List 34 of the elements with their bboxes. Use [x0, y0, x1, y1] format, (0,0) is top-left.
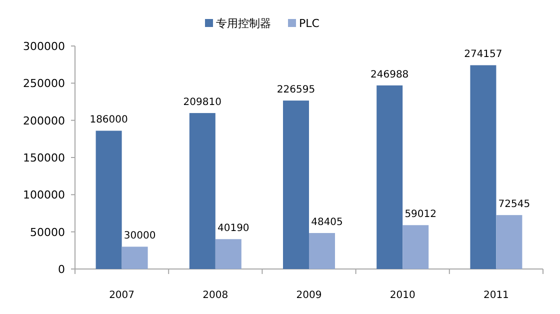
bar [470, 65, 496, 269]
bar [402, 225, 429, 269]
data-label: 274157 [464, 49, 502, 60]
data-label: 246988 [370, 69, 409, 80]
data-label: 30000 [124, 230, 156, 242]
x-tick-label: 2011 [483, 290, 509, 301]
y-tick-label: 200000 [23, 114, 65, 128]
bar [189, 113, 216, 269]
x-tick-label: 2010 [390, 290, 416, 301]
data-label: 186000 [90, 114, 128, 126]
bar [496, 215, 522, 269]
y-tick-label: 300000 [23, 40, 65, 53]
y-tick-label: 50000 [30, 226, 65, 239]
y-tick-label: 250000 [23, 77, 65, 90]
data-label: 72545 [498, 199, 530, 210]
bar [283, 100, 309, 269]
data-label: 48405 [311, 217, 343, 228]
bar [96, 130, 122, 269]
legend-label: 专用控制器 [216, 17, 271, 30]
y-tick-label: 100000 [23, 188, 65, 202]
bar [215, 239, 242, 269]
x-tick-label: 2008 [202, 290, 228, 301]
y-tick-label: 0 [58, 263, 65, 276]
y-tick-label: 150000 [23, 152, 65, 164]
x-tick-label: 2009 [296, 290, 322, 301]
data-label: 226595 [276, 84, 316, 96]
data-label: 59012 [404, 209, 437, 220]
data-label: 209810 [183, 97, 222, 108]
x-tick-label: 2007 [109, 290, 135, 301]
bar [309, 233, 335, 269]
data-label: 40190 [217, 223, 250, 234]
bar [376, 85, 403, 269]
legend-label: PLC [299, 17, 320, 30]
bar [122, 246, 148, 269]
